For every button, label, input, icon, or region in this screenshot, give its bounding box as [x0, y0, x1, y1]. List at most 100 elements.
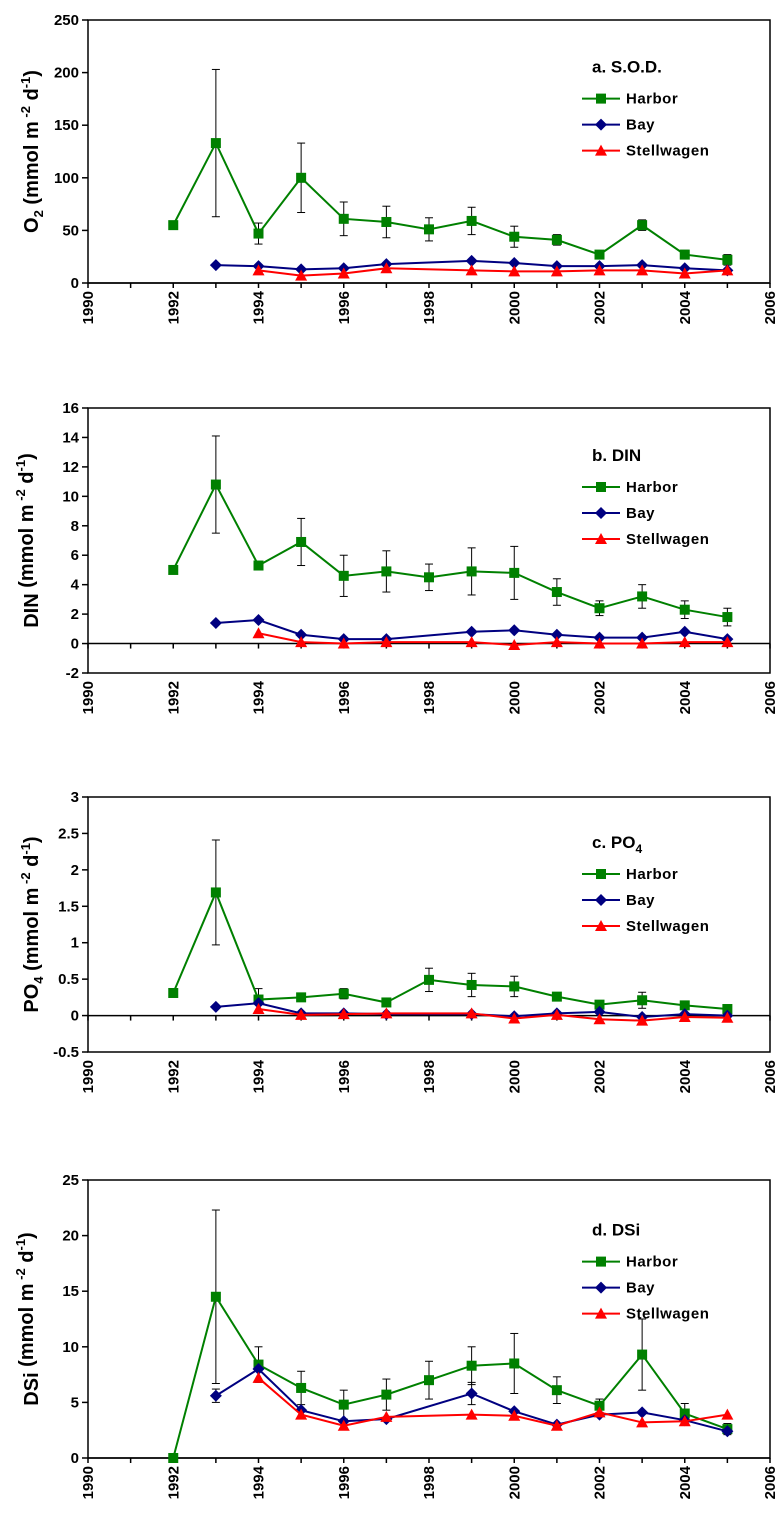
legend-marker [595, 920, 607, 931]
data-point [679, 1408, 690, 1419]
x-tick-label: 1998 [421, 1466, 438, 1499]
data-point [721, 1408, 734, 1420]
data-point [636, 1416, 649, 1428]
data-point [550, 265, 563, 277]
data-point [424, 1375, 434, 1386]
plot-frame [87, 796, 771, 1053]
x-tick-label: 1996 [336, 1466, 353, 1499]
data-point [296, 172, 307, 183]
data-point [253, 228, 264, 239]
data-point [295, 628, 308, 641]
series-line [215, 1367, 728, 1433]
x-tick-label: 1996 [336, 291, 353, 324]
data-point [295, 263, 308, 276]
data-point [466, 566, 477, 577]
y-tick-label: 250 [54, 12, 79, 29]
legend-label: Bay [626, 892, 655, 909]
y-axis-label-part: -1 [13, 460, 28, 472]
data-point [380, 262, 393, 274]
y-axis-label: O2 (mmol m -2 d-1) [18, 70, 46, 233]
data-point [593, 637, 606, 649]
data-point [551, 1385, 562, 1396]
data-point [252, 1003, 265, 1015]
x-tick-label: 1998 [421, 681, 438, 714]
data-point [465, 636, 478, 648]
data-point [295, 269, 308, 281]
y-tick-label: 4 [71, 577, 80, 594]
x-tick-label: 1992 [165, 1060, 182, 1093]
panel-title: b. DIN [592, 446, 641, 465]
y-axis-label-part: -2 [13, 1268, 28, 1283]
legend-label: Harbor [626, 1254, 678, 1271]
data-point [296, 992, 307, 1003]
x-tick-label: 1992 [165, 1466, 182, 1499]
x-tick-label: 2002 [592, 291, 609, 324]
x-tick-label: 1994 [251, 290, 268, 324]
data-point [594, 1400, 605, 1411]
x-tick-label: 1996 [336, 681, 353, 714]
data-point [678, 636, 691, 648]
data-point [594, 249, 605, 260]
data-point [721, 1425, 734, 1438]
series-stellwagen [252, 262, 734, 281]
legend-marker [596, 869, 606, 879]
y-tick-label: -2 [66, 665, 79, 682]
y-axis-label-part: DIN [21, 593, 43, 627]
data-point [252, 614, 265, 626]
legend-item-harbor: Harbor [582, 866, 678, 883]
data-point [509, 981, 520, 992]
data-point [465, 264, 478, 276]
y-tick-label: 10 [62, 1339, 79, 1356]
data-point [636, 264, 649, 276]
legend-marker [596, 482, 606, 492]
data-point [721, 1011, 734, 1023]
x-tick-label: 1994 [251, 680, 268, 714]
y-axis-label-part: PO [21, 984, 43, 1013]
y-axis-label-part: (mmol m [16, 504, 38, 593]
legend-label: Bay [626, 505, 655, 522]
y-tick-label: 25 [62, 1172, 79, 1189]
data-point [636, 637, 649, 649]
data-point [678, 625, 691, 638]
panel-title: d. DSi [592, 1221, 640, 1240]
y-tick-label: 50 [62, 222, 79, 239]
data-point [679, 604, 690, 615]
y-axis-label-part: (mmol m [16, 1283, 38, 1372]
data-point [381, 216, 392, 227]
y-axis-label: DSi (mmol m -2 d-1) [13, 1232, 43, 1405]
legend-label: Stellwagen [626, 1306, 709, 1323]
y-axis-label-part: d [21, 88, 43, 106]
y-tick-label: 2 [71, 606, 79, 623]
data-point [551, 587, 562, 598]
data-point [466, 979, 477, 990]
legend-marker [595, 894, 607, 906]
data-point [210, 887, 221, 898]
data-point [637, 220, 648, 231]
y-tick-label: 15 [62, 1283, 79, 1300]
y-axis-label-part: ) [21, 836, 43, 843]
data-point [465, 1007, 478, 1019]
data-point [508, 1012, 521, 1024]
data-point [465, 625, 478, 638]
legend-marker [595, 1307, 607, 1319]
y-axis-label-part: d [21, 855, 43, 873]
data-point [551, 234, 562, 245]
data-point [550, 1419, 563, 1431]
y-axis-label-part: -2 [18, 106, 33, 121]
data-point [295, 636, 308, 648]
x-tick-label: 2002 [592, 1060, 609, 1093]
legend-label: Stellwagen [626, 143, 709, 160]
data-point [508, 257, 521, 270]
y-tick-label: 12 [62, 459, 79, 476]
data-point [550, 636, 563, 648]
data-point [679, 1000, 690, 1011]
legend-item-harbor: Harbor [582, 479, 678, 496]
y-tick-label: 1.5 [58, 898, 79, 915]
data-point [550, 628, 563, 641]
series-harbor [168, 68, 733, 266]
data-point [509, 1358, 520, 1369]
panel-title-text: c. PO [592, 833, 635, 852]
y-axis-label-part: -1 [13, 1239, 28, 1251]
x-tick-label: 2004 [677, 290, 694, 324]
y-axis-label-part: ) [16, 453, 38, 460]
